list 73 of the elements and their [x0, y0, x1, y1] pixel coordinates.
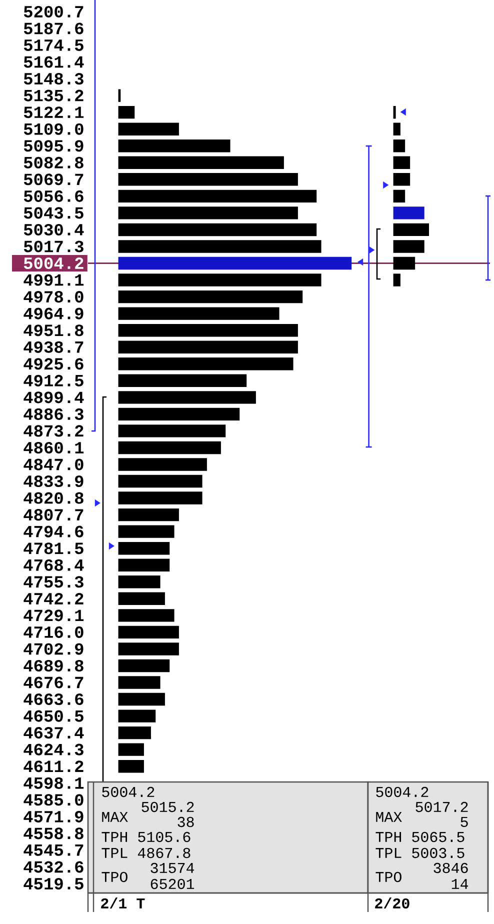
- x-axis-title: 2/1 T: [101, 897, 145, 908]
- y-tick-label: 4585.0: [24, 794, 84, 806]
- text: 3846: [434, 862, 468, 874]
- y-tick-label: 5056.6: [24, 190, 84, 202]
- y-tick-label: 4545.7: [24, 844, 84, 856]
- y-tick-label: 4676.7: [24, 676, 84, 688]
- y-tick-label: 4860.1: [24, 442, 84, 454]
- y-tick-label: 4637.4: [24, 727, 84, 739]
- annotation: 38: [178, 816, 194, 828]
- annotation: 5004.2: [376, 786, 428, 798]
- y-tick-label: 5135.2: [24, 90, 84, 102]
- y-tick-label: 5148.3: [24, 73, 84, 85]
- y-tick-label: 4689.8: [24, 660, 84, 672]
- y-tick-label: 4558.8: [24, 828, 84, 840]
- y-tick-label: 4611.2: [24, 760, 84, 772]
- annotation: MAX: [102, 812, 128, 822]
- y-tick-label: 5043.5: [24, 207, 84, 219]
- y-tick-label: 4951.8: [24, 324, 84, 336]
- annotation: MAX: [376, 812, 402, 822]
- y-tick-label: 5004.2: [24, 257, 84, 270]
- y-tick-label: 4532.6: [24, 861, 84, 873]
- y-tick-label: 4938.7: [24, 341, 84, 353]
- y-tick-label: 4768.4: [24, 559, 84, 571]
- annotation: TPH 5105.6: [102, 832, 190, 842]
- y-tick-label: 4650.5: [24, 710, 84, 722]
- y-tick-label: 4519.5: [24, 878, 84, 890]
- y-tick-label: 5017.3: [24, 240, 84, 252]
- annotation: 65201: [150, 878, 194, 890]
- y-tick-label: 5030.4: [24, 224, 84, 236]
- y-tick-label: 4742.2: [24, 592, 84, 604]
- y-tick-label: 4820.8: [24, 492, 84, 504]
- y-tick-label: 4807.7: [24, 509, 84, 521]
- y-tick-label: 4991.1: [24, 274, 84, 286]
- y-tick-label: 4716.0: [24, 626, 84, 638]
- y-tick-label: 5109.0: [24, 123, 84, 135]
- y-tick-label: 4624.3: [24, 744, 84, 756]
- annotation: TPL 4867.8: [102, 848, 190, 858]
- y-tick-label: 4663.6: [24, 693, 84, 706]
- annotation: TPL 5003.5: [376, 848, 464, 858]
- y-tick-label: 4925.6: [24, 358, 84, 370]
- y-tick-label: 4571.9: [24, 810, 84, 822]
- y-tick-label: 4978.0: [24, 291, 84, 303]
- y-tick-label: 4886.3: [24, 408, 84, 420]
- y-tick-label: 5174.5: [24, 40, 84, 51]
- y-tick-label: 4781.5: [24, 542, 84, 554]
- y-tick-label: 5200.7: [24, 6, 84, 18]
- y-tick-label: 4598.1: [24, 777, 84, 789]
- y-tick-label: 5122.1: [24, 106, 84, 118]
- y-tick-label: 4794.6: [24, 526, 84, 538]
- annotation: TPO: [102, 872, 128, 882]
- y-tick-label: 4873.2: [24, 425, 84, 437]
- y-tick-label: 5161.4: [24, 56, 84, 68]
- annotation: TPH 5065.5: [376, 832, 464, 842]
- y-tick-label: 4847.0: [24, 458, 84, 470]
- y-tick-label: 4964.9: [24, 308, 84, 320]
- annotation: 5004.2: [102, 786, 154, 798]
- annotation: TPO: [376, 872, 402, 882]
- y-tick-label: 4833.9: [24, 475, 84, 488]
- y-tick-label: 5069.7: [24, 174, 84, 186]
- y-tick-label: 4912.5: [24, 374, 84, 386]
- y-tick-label: 5187.6: [24, 22, 84, 34]
- y-tick-label: 4755.3: [24, 576, 84, 588]
- y-tick-label: 4702.9: [24, 643, 84, 655]
- annotation: 5017.2: [416, 802, 468, 812]
- x-axis-title: 2/20: [375, 897, 410, 908]
- y-tick-label: 4899.4: [24, 392, 84, 404]
- text: 14: [452, 879, 468, 889]
- y-tick-label: 5082.8: [24, 156, 84, 168]
- annotation: 5015.2: [142, 802, 194, 812]
- y-tick-label: 5095.9: [24, 140, 84, 152]
- y-tick-label: 4729.1: [24, 610, 84, 622]
- annotation: 31574: [150, 862, 194, 874]
- text: 5: [460, 816, 468, 827]
